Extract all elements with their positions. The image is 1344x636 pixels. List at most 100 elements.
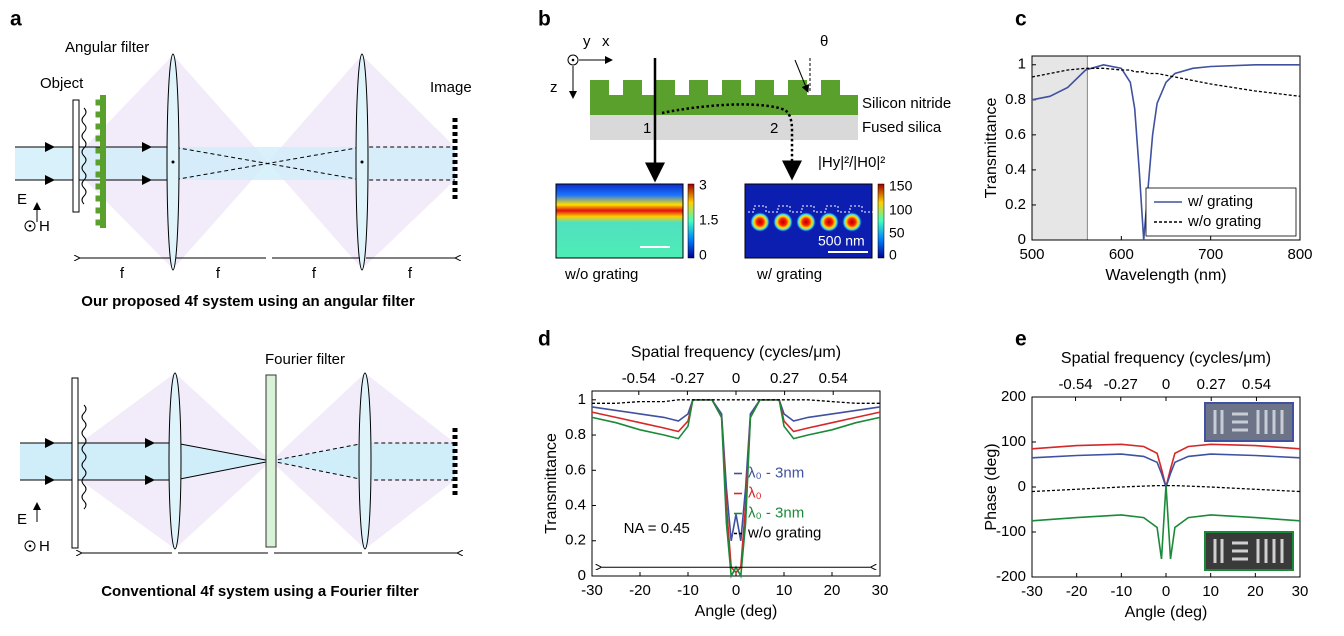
ray	[270, 442, 455, 481]
inset	[1204, 531, 1294, 571]
y-tick-label: 0.2	[565, 532, 586, 549]
h-symbol	[24, 220, 36, 232]
colorbar-label: 50	[889, 225, 905, 241]
plot-area	[591, 399, 881, 579]
axis-label: y	[583, 33, 591, 50]
series-line	[591, 399, 881, 574]
image-label: Image	[430, 79, 472, 96]
inset	[1204, 402, 1294, 442]
axis-label: z	[550, 79, 558, 96]
path-label: 1	[643, 120, 651, 137]
y-tick-label: -100	[996, 523, 1026, 540]
object-plate	[71, 377, 79, 549]
x-tick-label: -20	[1066, 583, 1088, 600]
colorbar-label: 150	[889, 178, 913, 194]
map-caption: w/ grating	[756, 266, 822, 283]
h-symbol	[28, 224, 32, 228]
axis-symbol	[571, 58, 575, 62]
y-tick-label: 0.8	[565, 426, 586, 443]
y-tick-label: 0.2	[1005, 196, 1026, 213]
fourier-filter	[265, 374, 277, 548]
colorbar-label: 100	[889, 202, 913, 218]
panel-label: b	[538, 8, 551, 31]
plot-frame	[1031, 55, 1301, 241]
x-tick-label: 600	[1109, 246, 1134, 263]
silicon-nitride	[590, 95, 858, 115]
colorbar-label: 0	[889, 247, 897, 263]
angular-filter	[100, 95, 106, 228]
legend-label: w/o grating	[1187, 213, 1261, 230]
y-axis-title: Transmittance	[983, 98, 1000, 199]
e-label: E	[17, 511, 27, 528]
x-tick-label: -30	[1021, 583, 1043, 600]
colorbar-label: 3	[699, 177, 707, 193]
panel-label: c	[1015, 8, 1027, 31]
filter-title: Angular filter	[65, 39, 149, 56]
wavefront	[81, 404, 87, 510]
h-label: H	[39, 218, 50, 235]
annotation: NA = 0.45	[624, 520, 690, 537]
axis-label: x	[602, 33, 610, 50]
map-caption: w/o grating	[564, 266, 638, 283]
legend-label: λ₀ - 3nm	[748, 464, 804, 481]
fused-silica	[590, 115, 858, 140]
legend-label: w/ grating	[1187, 193, 1253, 210]
y-tick-label: 0.4	[565, 496, 586, 513]
h-symbol	[24, 540, 36, 552]
object-label: Object	[40, 75, 84, 92]
y-tick-label: 0.8	[1005, 91, 1026, 108]
colorbar-title: |Hy|²/|H0|²	[818, 154, 885, 171]
x-axis-title: Angle (deg)	[695, 603, 778, 620]
series-line	[592, 399, 880, 404]
focal-point	[360, 160, 364, 164]
plot-area	[1031, 443, 1301, 560]
axis-symbol	[567, 54, 579, 66]
x-tick-label: -20	[629, 582, 651, 599]
legend-label: λ₀ - 3nm	[748, 504, 804, 521]
legend-label: λ₀	[748, 484, 762, 501]
f-label: f	[216, 265, 221, 282]
light-path	[661, 103, 802, 181]
y-tick-label: 1	[1018, 56, 1026, 73]
caption: Conventional 4f system using a Fourier f…	[101, 583, 419, 600]
x2-tick-label: -0.54	[622, 370, 656, 387]
layer-label: Silicon nitride	[862, 95, 951, 112]
plot-area	[1031, 63, 1301, 241]
series-line	[1031, 67, 1301, 97]
field-spots	[750, 212, 862, 232]
lens	[358, 372, 372, 550]
plot-frame	[591, 390, 881, 577]
beam	[15, 147, 455, 180]
y-tick-label: 100	[1001, 433, 1026, 450]
x2-tick-label: -0.27	[670, 370, 704, 387]
x-tick-label: -30	[581, 582, 603, 599]
x-tick-label: 20	[1247, 583, 1264, 600]
inset-images	[1204, 402, 1294, 571]
filter-title: Fourier filter	[265, 351, 345, 368]
y-tick-label: 0.4	[1005, 161, 1026, 178]
x2-tick-label: 0.27	[1197, 376, 1226, 393]
x-tick-label: 20	[824, 582, 841, 599]
y-axis-title: Phase (deg)	[983, 443, 1000, 530]
x-tick-label: 30	[1292, 583, 1309, 600]
ray	[106, 146, 455, 181]
panel-label: e	[1015, 328, 1027, 351]
object-plate	[72, 99, 80, 213]
panel-a: a Angular filter Object Image E H f f f …	[10, 8, 472, 310]
f-label: f	[312, 265, 317, 282]
legend-label: w/o grating	[747, 524, 821, 541]
x2-tick-label: 0	[732, 370, 740, 387]
field-map	[555, 183, 684, 259]
x2-axis-title: Spatial frequency (cycles/μm)	[1061, 350, 1271, 367]
y-tick-label: 0	[578, 567, 586, 584]
series-line	[1031, 443, 1301, 488]
y-tick-label: -200	[996, 568, 1026, 585]
panel-b: b y x z Silicon nitride Fused silica 1 2…	[538, 8, 951, 283]
x-tick-label: 500	[1019, 246, 1044, 263]
h-label: H	[39, 538, 50, 555]
colorbar-label: 1.5	[699, 212, 719, 228]
x2-tick-label: -0.54	[1058, 376, 1092, 393]
y-tick-label: 200	[1001, 388, 1026, 405]
plot-frame	[1031, 396, 1301, 578]
